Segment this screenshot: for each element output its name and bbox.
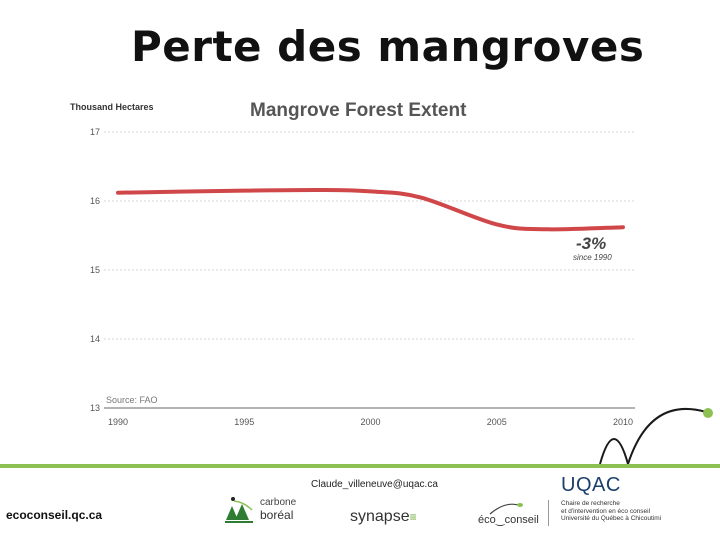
decorative-dot bbox=[703, 408, 713, 418]
annotation-percent: -3% bbox=[576, 234, 606, 253]
series-line bbox=[116, 187, 625, 232]
contact-email[interactable]: Claude_villeneuve@uqac.ca bbox=[311, 479, 438, 490]
leaf-icon bbox=[489, 503, 523, 515]
y-tick-label: 13 bbox=[90, 403, 100, 413]
synapse-bars-icon: ≡ bbox=[409, 510, 417, 524]
y-tick-label: 14 bbox=[90, 334, 100, 344]
carbone-text: carbone bbox=[260, 497, 297, 508]
mangrove-chart: Thousand Hectares Mangrove Forest Extent… bbox=[70, 100, 713, 468]
annotation-since: since 1990 bbox=[573, 253, 612, 262]
x-axis-ticks: 1990 1995 2000 2005 2010 bbox=[108, 417, 633, 427]
grid-lines bbox=[104, 131, 635, 409]
x-tick-label: 2010 bbox=[613, 417, 633, 427]
footer-rule bbox=[0, 464, 720, 468]
slide-title: Perte des mangroves bbox=[131, 22, 645, 71]
y-tick-label: 16 bbox=[90, 196, 100, 206]
synapse-logo: synapse≡ bbox=[350, 508, 417, 526]
decorative-swoosh bbox=[599, 407, 707, 468]
ecoconseil-logo: éco‿conseil bbox=[476, 500, 542, 530]
series-layer bbox=[116, 187, 625, 232]
source-note: Source: FAO bbox=[106, 395, 158, 405]
uqac-logo: UQAC Chaire de recherche et d'interventi… bbox=[561, 474, 661, 523]
y-tick-label: 15 bbox=[90, 265, 100, 275]
x-tick-label: 1990 bbox=[108, 417, 128, 427]
y-unit-label: Thousand Hectares bbox=[70, 102, 154, 112]
boreal-text: boréal bbox=[260, 508, 294, 522]
carbone-boreal-logo: carbone boréal bbox=[224, 494, 302, 528]
tree-icon bbox=[225, 497, 253, 523]
y-tick-label: 17 bbox=[90, 127, 100, 137]
ecoconseil-logo-text: éco‿conseil bbox=[478, 514, 539, 526]
ecoconseil-url[interactable]: ecoconseil.qc.ca bbox=[6, 508, 103, 522]
y-axis-ticks: 17 16 15 14 13 bbox=[90, 127, 100, 413]
uqac-name: UQAC bbox=[561, 474, 621, 496]
synapse-text: synapse bbox=[350, 508, 410, 525]
x-tick-label: 2000 bbox=[360, 417, 380, 427]
x-tick-label: 2005 bbox=[487, 417, 507, 427]
uqac-chair-text: Chaire de recherche et d'intervention en… bbox=[561, 500, 662, 522]
logo-divider bbox=[548, 500, 549, 526]
x-tick-label: 1995 bbox=[234, 417, 254, 427]
chart-title: Mangrove Forest Extent bbox=[250, 100, 467, 121]
